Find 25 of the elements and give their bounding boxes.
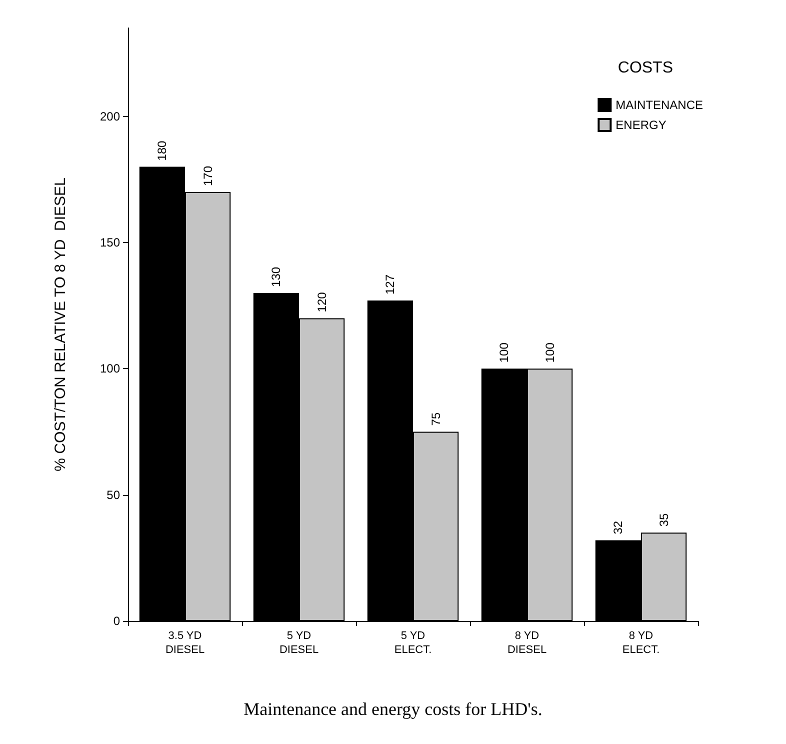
data-label: 32: [611, 520, 626, 534]
data-label: 170: [200, 166, 215, 186]
legend-label: ENERGY: [616, 118, 666, 132]
data-label: 100: [542, 342, 557, 363]
data-label: 180: [155, 140, 170, 161]
data-label: 127: [383, 274, 398, 295]
data-label: 75: [428, 412, 443, 426]
x-tick-label: 8 YD DIESEL: [507, 630, 547, 656]
y-axis-title: % COST/TON RELATIVE TO 8 YD DIESEL: [52, 178, 69, 472]
data-label: 35: [656, 513, 671, 527]
x-tick-label: 3.5 YD DIESEL: [165, 630, 205, 656]
y-tick-label: 150: [100, 235, 120, 250]
data-label: 130: [269, 266, 284, 287]
text: Maintenance and energy costs for LHD's.: [244, 699, 542, 719]
x-tick-label: 5 YD DIESEL: [279, 630, 319, 656]
data-label: 100: [497, 342, 512, 363]
y-tick-label: 50: [106, 488, 120, 502]
legend-title: COSTS: [618, 60, 674, 76]
x-tick-label: 8 YD ELECT.: [622, 630, 660, 656]
x-tick-label: 5 YD ELECT.: [394, 630, 432, 656]
legend-label: MAINTENANCE: [616, 98, 704, 112]
data-label: 120: [314, 292, 329, 312]
y-tick-label: 200: [100, 109, 120, 124]
y-tick-label: 100: [100, 362, 120, 376]
y-tick-label: 0: [113, 614, 120, 628]
